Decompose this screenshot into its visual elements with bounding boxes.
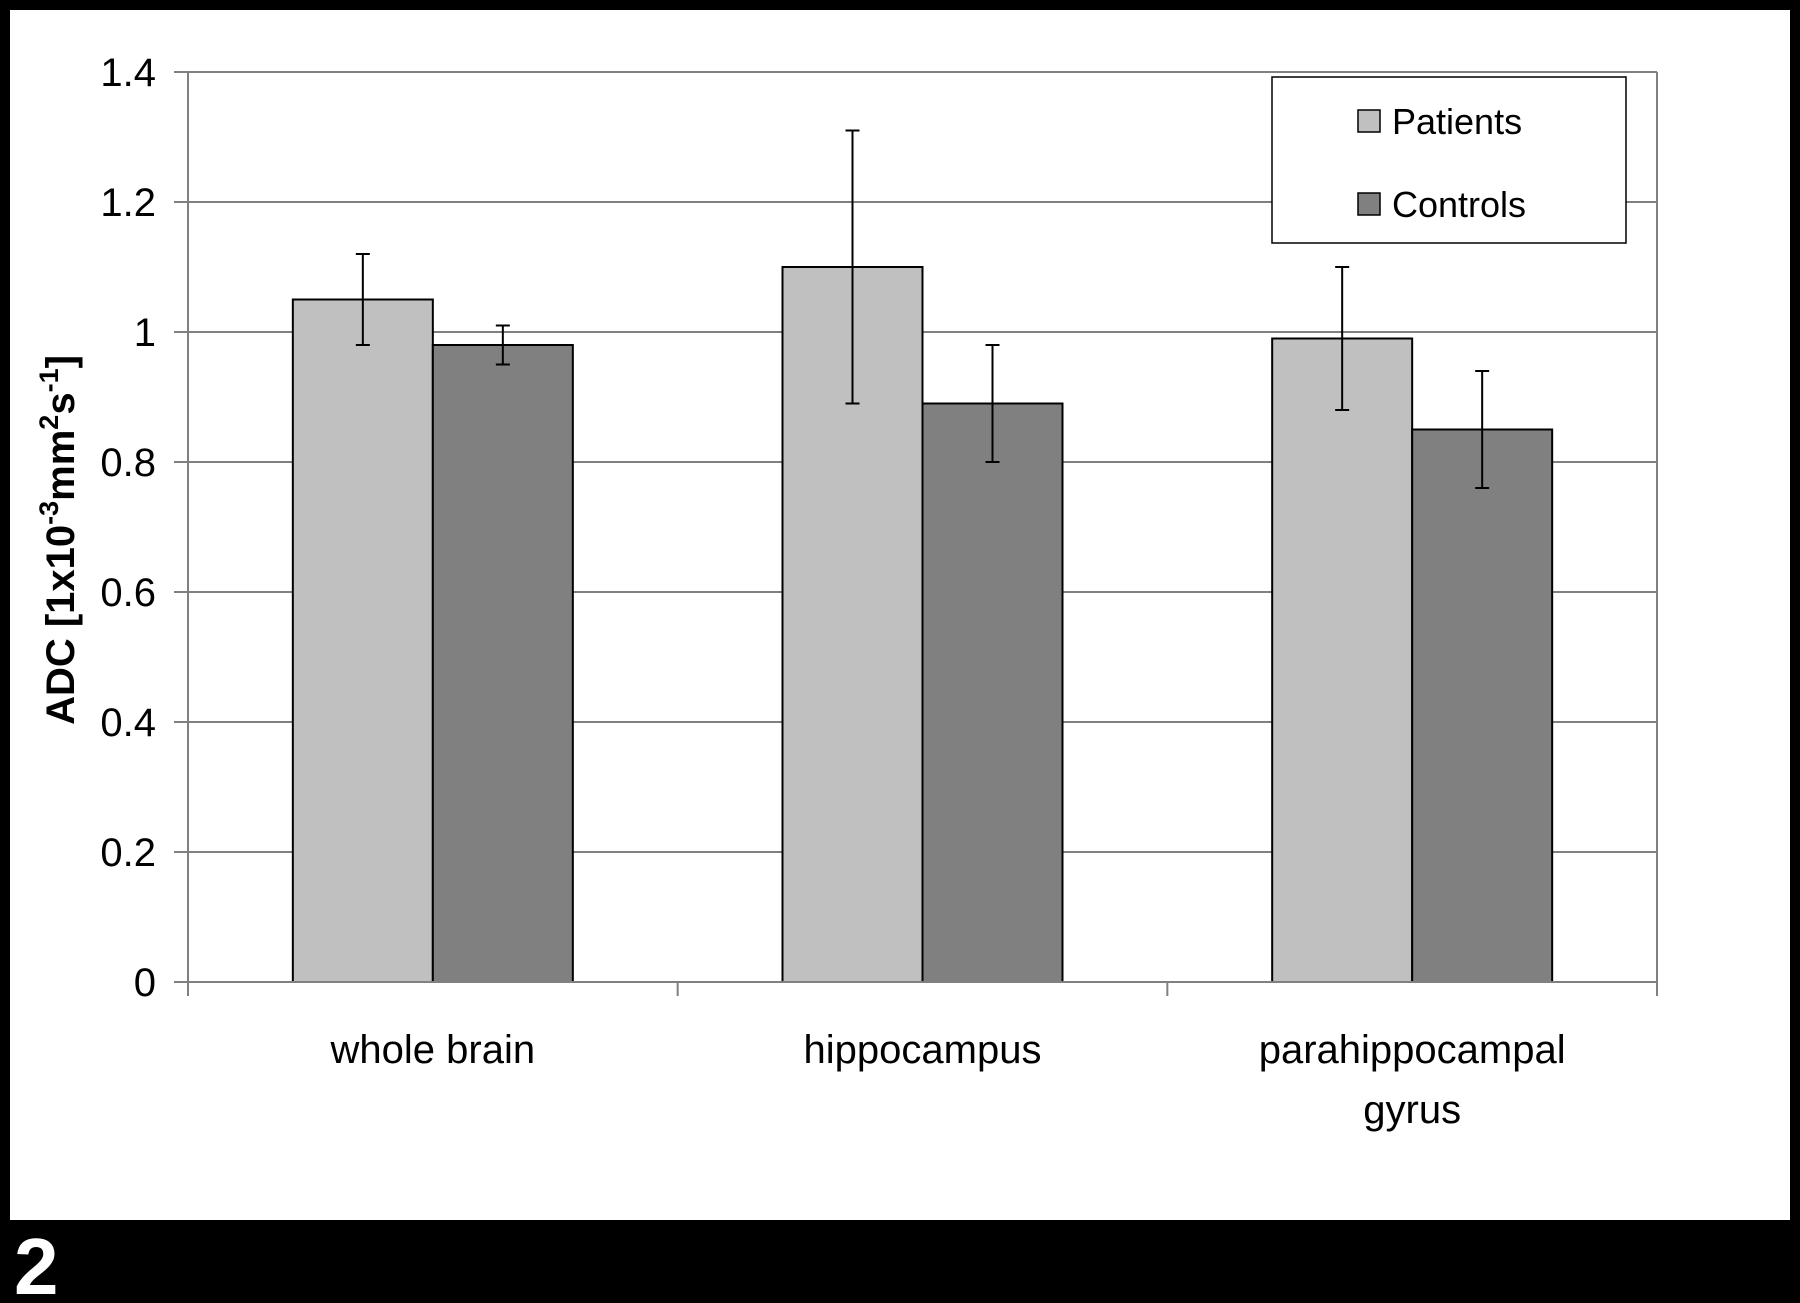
y-tick-label: 0.6 [100,571,156,615]
y-axis-label-exp1: -3 [34,501,64,525]
y-axis-label-exp3: -1 [34,368,64,392]
y-tick-labels: 0 0.2 0.4 0.6 0.8 1 1.2 1.4 [100,51,156,1005]
y-axis-label: ADC [1x10-3mm2s-1] [34,355,83,725]
legend-label-controls: Controls [1392,184,1526,225]
legend-box [1271,76,1627,244]
axes [174,71,1658,996]
figure-number: 2 [14,1222,59,1298]
y-tick-label: 1.4 [100,51,156,95]
y-tick-label: 0.2 [100,831,156,875]
legend-swatch-patients [1357,109,1381,133]
x-tick-label-line: parahippocampal [1259,1028,1566,1072]
x-tick-label-line: gyrus [1363,1088,1461,1132]
bar-controls [1411,428,1554,983]
x-tick-labels: whole brain hippocampus parahippocampal gyr… [330,1028,1566,1132]
legend-label-patients: Patients [1392,101,1522,142]
error-bars [355,129,1490,489]
legend: Patients Controls [1271,76,1627,244]
y-tick-label: 1.2 [100,181,156,225]
legend-swatch-controls [1357,192,1381,216]
y-tick-label: 0.8 [100,441,156,485]
bar-controls [921,402,1064,983]
bar-controls [431,344,574,983]
x-tick-label: parahippocampal gyrus [1259,1028,1566,1132]
x-tick-label-line: whole brain [330,1028,536,1072]
y-axis-label-exp2: 2 [34,415,64,430]
y-axis-label-suffix: ] [39,355,83,368]
x-tick-label: hippocampus [804,1028,1042,1072]
bar-patients [1271,337,1414,983]
x-tick-label-line: hippocampus [804,1028,1042,1072]
y-axis-label-prefix: ADC [1x10 [39,525,83,725]
y-axis-label-mid1: mm [39,430,83,501]
y-axis-label-mid2: s [39,392,83,414]
x-tick-label: whole brain [330,1028,536,1072]
bars [291,266,1554,983]
y-tick-label: 0 [134,961,156,1005]
bar-patients [291,298,434,983]
y-tick-label: 1 [134,311,156,355]
y-tick-label: 0.4 [100,701,156,745]
